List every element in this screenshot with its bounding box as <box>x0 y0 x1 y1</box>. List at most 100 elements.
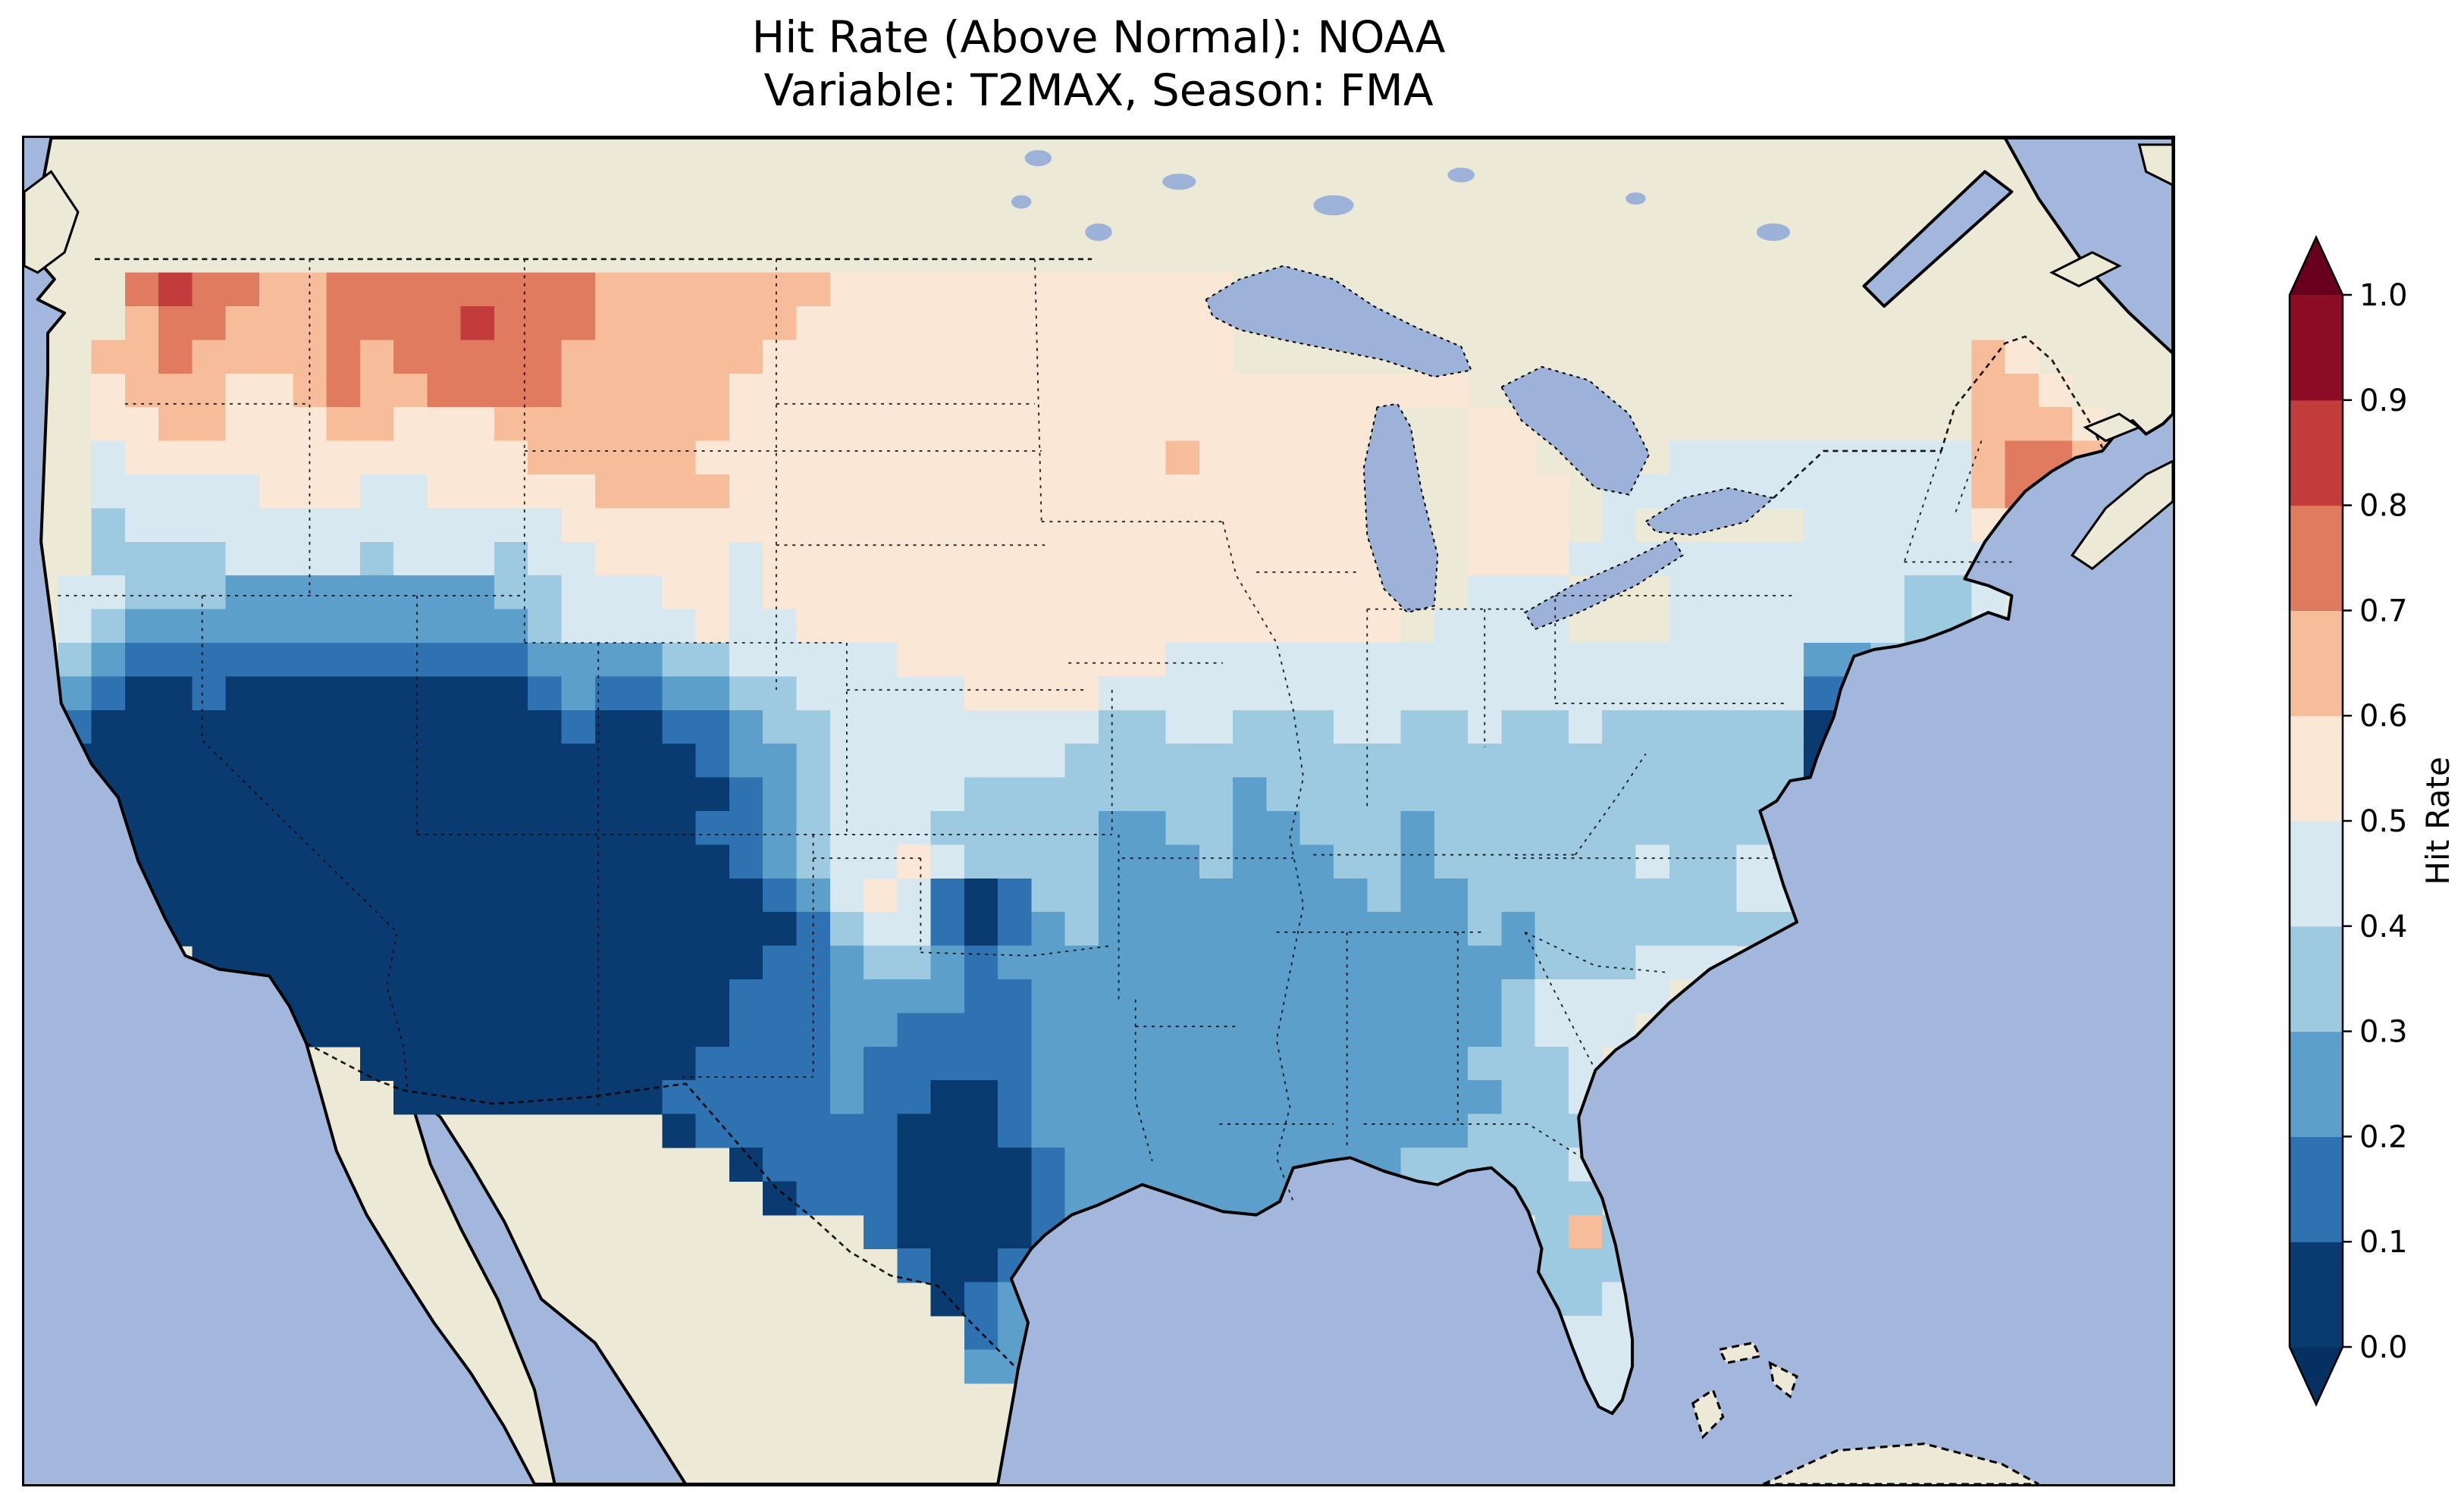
heat-cell <box>1299 541 1334 576</box>
heat-cell <box>1535 844 1569 879</box>
heat-cell <box>998 1080 1033 1115</box>
heat-cell <box>594 440 629 475</box>
heat-cell <box>1568 1013 1603 1048</box>
heat-cell <box>427 508 462 543</box>
heat-cell <box>1602 508 1637 543</box>
heat-cell <box>1400 709 1435 744</box>
small-lake <box>1756 223 1791 241</box>
heat-cell <box>1400 979 1435 1014</box>
heat-cell <box>192 272 227 307</box>
heat-cell <box>225 643 260 678</box>
heat-cell <box>326 1013 361 1048</box>
heat-cell <box>1132 811 1167 846</box>
heat-cell <box>1736 844 1771 879</box>
heat-cell <box>393 676 428 711</box>
map-axes <box>22 136 2175 1486</box>
heat-cell <box>897 912 932 947</box>
heat-cell <box>393 945 428 980</box>
heat-cell <box>1266 945 1301 980</box>
heat-cell <box>1099 373 1133 408</box>
heat-cell <box>259 272 293 307</box>
heat-cell <box>561 1013 596 1048</box>
heat-cell <box>427 440 462 475</box>
heat-cell <box>427 340 462 374</box>
heat-cell <box>629 945 663 980</box>
heat-cell <box>1770 575 1804 610</box>
heat-cell <box>528 744 563 778</box>
heat-cell <box>1669 811 1704 846</box>
heat-cell <box>1468 1013 1503 1048</box>
heat-cell <box>393 306 428 341</box>
small-lake <box>1011 195 1032 209</box>
heat-cell <box>594 609 629 644</box>
heat-cell <box>1535 878 1569 913</box>
heat-cell <box>1535 1046 1569 1081</box>
heat-cell <box>460 306 495 341</box>
heat-cell <box>1299 1113 1334 1148</box>
heat-cell <box>1434 912 1469 947</box>
heat-cell <box>763 373 798 408</box>
heat-cell <box>528 878 563 913</box>
heat-cell <box>1400 777 1435 812</box>
heat-cell <box>1299 945 1334 980</box>
heat-cell <box>662 878 697 913</box>
heat-cell <box>494 709 528 744</box>
heat-cell <box>594 811 629 846</box>
heat-cell <box>629 844 663 879</box>
heat-cell <box>1568 945 1603 980</box>
heat-cell <box>1602 744 1637 778</box>
heat-cell <box>1501 440 1536 475</box>
heat-cell <box>1635 676 1670 711</box>
heat-cell <box>494 475 528 509</box>
heat-cell <box>629 508 663 543</box>
heat-cell <box>763 709 798 744</box>
heat-cell <box>1031 979 1066 1014</box>
heat-cell <box>561 979 596 1014</box>
heat-cell <box>91 373 126 408</box>
heat-cell <box>594 541 629 576</box>
heat-cell <box>460 373 495 408</box>
heat-cell <box>662 979 697 1014</box>
heat-cell <box>796 475 831 509</box>
heat-cell <box>729 1148 763 1182</box>
heat-cell <box>1400 1113 1435 1148</box>
heat-cell <box>192 340 227 374</box>
heat-cell <box>427 306 462 341</box>
plot-title: Hit Rate (Above Normal): NOAA <box>751 11 1446 63</box>
heat-cell <box>124 508 159 543</box>
lake-michigan <box>1362 402 1439 614</box>
heat-cell <box>1299 475 1334 509</box>
heat-cell <box>1132 844 1167 879</box>
heat-cell <box>629 878 663 913</box>
heat-cell <box>494 508 528 543</box>
map-canvas <box>24 138 2173 1484</box>
heat-cell <box>763 777 798 812</box>
heat-cell <box>998 945 1033 980</box>
heat-cell <box>1233 1148 1268 1182</box>
heat-cell <box>1099 541 1133 576</box>
heat-cell <box>930 272 965 307</box>
heat-cell <box>124 306 159 341</box>
heat-cell <box>1233 912 1268 947</box>
heat-cell <box>561 475 596 509</box>
heat-cell <box>91 676 126 711</box>
heat-cell <box>528 1046 563 1081</box>
heat-cell <box>897 575 932 610</box>
heat-cell <box>897 440 932 475</box>
heat-cell <box>225 340 260 374</box>
heat-cell <box>427 407 462 442</box>
heat-cell <box>1099 440 1133 475</box>
heat-cell <box>1099 878 1133 913</box>
heat-cell <box>1099 1046 1133 1081</box>
heat-cell <box>1501 811 1536 846</box>
heat-cell <box>1468 508 1503 543</box>
heat-cell <box>1199 643 1234 678</box>
heat-cell <box>1233 1013 1268 1048</box>
heat-cell <box>1233 811 1268 846</box>
heat-cell <box>1501 508 1536 543</box>
hit-rate-heatmap-layer <box>58 272 2140 1417</box>
heat-cell <box>192 575 227 610</box>
vancouver-island <box>24 170 80 274</box>
heat-cell <box>1064 979 1099 1014</box>
state-borders <box>58 258 2012 1202</box>
